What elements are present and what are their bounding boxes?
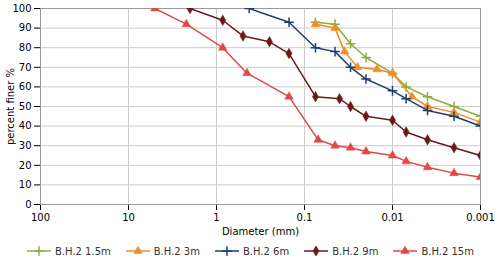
svg-text:0.001: 0.001 bbox=[466, 212, 495, 223]
svg-text:10: 10 bbox=[19, 179, 32, 190]
svg-text:90: 90 bbox=[19, 22, 32, 33]
svg-text:0.01: 0.01 bbox=[381, 212, 403, 223]
svg-text:1: 1 bbox=[213, 212, 219, 223]
svg-text:80: 80 bbox=[19, 42, 32, 53]
html-text:B.H.2 1.5m: B.H.2 1.5m bbox=[55, 245, 111, 257]
html-text:B.H.2 3m: B.H.2 3m bbox=[153, 245, 200, 257]
html-text:B.H.2 6m: B.H.2 6m bbox=[243, 245, 290, 257]
svg-text:50: 50 bbox=[19, 101, 32, 112]
svg-text:100: 100 bbox=[31, 212, 50, 223]
svg-text:30: 30 bbox=[19, 140, 32, 151]
svg-text:100: 100 bbox=[12, 3, 31, 14]
html-text:B.H.2 15m: B.H.2 15m bbox=[421, 245, 474, 257]
svg-text:60: 60 bbox=[19, 81, 32, 92]
svg-text:10: 10 bbox=[122, 212, 135, 223]
svg-text:20: 20 bbox=[19, 160, 32, 171]
svg-text:0.1: 0.1 bbox=[297, 212, 313, 223]
svg-text:40: 40 bbox=[19, 120, 32, 131]
svg-text:70: 70 bbox=[19, 62, 32, 73]
svg-text:percent finer %: percent finer % bbox=[5, 68, 16, 145]
svg-text:0: 0 bbox=[25, 199, 31, 210]
html-text:B.H.2 9m: B.H.2 9m bbox=[332, 245, 379, 257]
svg-text:Diameter (mm): Diameter (mm) bbox=[222, 226, 299, 237]
